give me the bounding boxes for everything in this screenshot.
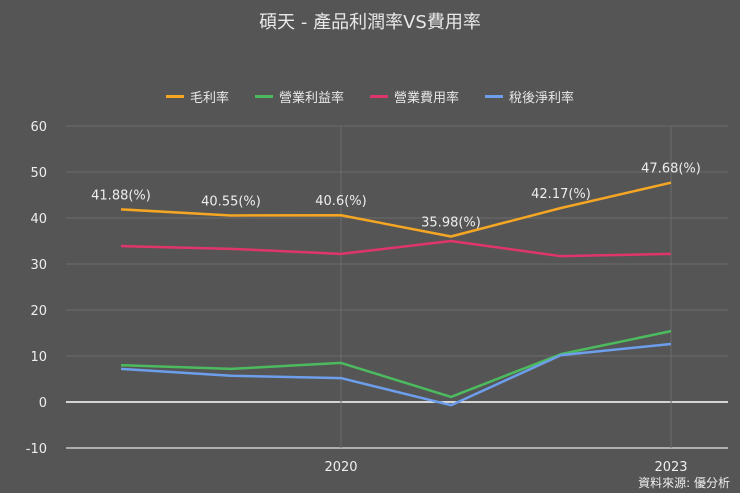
data-label: 41.88(%) [91, 188, 151, 203]
y-tick-label: 10 [30, 350, 47, 365]
legend-label: 營業利益率 [278, 91, 344, 106]
data-label: 40.6(%) [315, 194, 366, 209]
data-label: 42.17(%) [531, 187, 591, 202]
legend-swatch [485, 95, 504, 98]
legend-item: 毛利率 [165, 87, 229, 106]
x-tick-label: 2023 [654, 460, 687, 475]
legend-item: 稅後淨利率 [485, 87, 574, 106]
y-tick-label: 20 [30, 304, 47, 319]
series-line-0 [120, 181, 672, 238]
legend-swatch [165, 95, 184, 98]
x-tick-label: 2020 [324, 460, 357, 475]
y-tick-label: -10 [26, 442, 47, 457]
y-tick-label: 30 [30, 258, 47, 273]
legend-item: 營業費用率 [370, 87, 459, 106]
y-tick-label: 0 [39, 396, 47, 411]
legend-swatch [370, 95, 388, 98]
series-line-3 [120, 342, 672, 407]
data-label: 35.98(%) [421, 215, 481, 230]
series-line-2 [120, 239, 672, 258]
chart-title: 碩天 - 產品利潤率VS費用率 [259, 12, 481, 33]
legend-swatch [254, 95, 273, 98]
source-note: 資料來源: 優分析 [638, 476, 730, 490]
series-line-1 [120, 329, 672, 399]
legend: 毛利率 營業利益率 營業費用率 稅後淨利率 [0, 87, 740, 106]
legend-label: 稅後淨利率 [509, 91, 575, 106]
data-label: 47.68(%) [641, 162, 701, 177]
legend-label: 營業費用率 [394, 91, 460, 106]
legend-item: 營業利益率 [254, 87, 344, 106]
legend-label: 毛利率 [189, 91, 229, 106]
y-tick-label: 60 [30, 120, 47, 135]
data-label: 40.55(%) [201, 194, 261, 209]
y-tick-label: 40 [30, 212, 47, 227]
y-tick-label: 50 [30, 166, 47, 181]
